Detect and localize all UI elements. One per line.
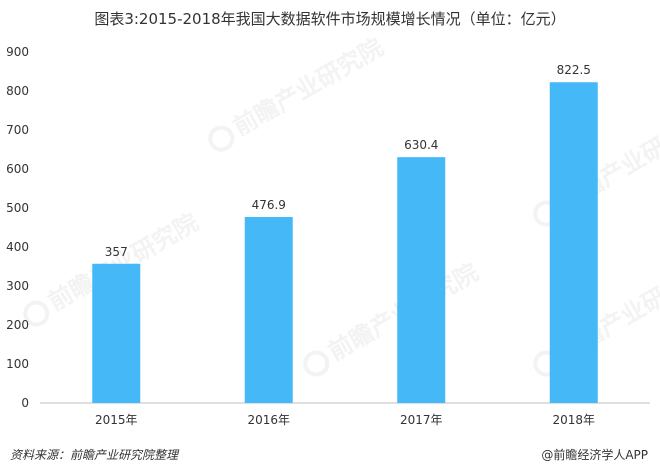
x-tick-label: 2015年 (95, 413, 138, 427)
y-tick-label: 300 (6, 279, 29, 293)
y-tick-label: 400 (6, 240, 29, 254)
bar-value-label: 630.4 (404, 138, 438, 152)
y-tick-label: 600 (6, 162, 29, 176)
y-tick-label: 900 (6, 45, 29, 59)
x-tick-label: 2018年 (552, 413, 595, 427)
bar (92, 263, 141, 403)
x-tick-label: 2017年 (400, 413, 443, 427)
y-tick-label: 500 (6, 201, 29, 215)
y-tick-label: 0 (21, 396, 29, 410)
bar-value-label: 357 (105, 245, 128, 259)
bar-value-label: 476.9 (252, 198, 286, 212)
y-tick-label: 800 (6, 84, 29, 98)
y-tick-label: 100 (6, 357, 29, 371)
y-tick-label: 700 (6, 123, 29, 137)
y-tick-label: 200 (6, 318, 29, 332)
bar (549, 82, 598, 403)
chart-title: 图表3:2015-2018年我国大数据软件市场规模增长情况（单位：亿元） (94, 10, 566, 28)
bar (244, 217, 293, 403)
bar (397, 157, 446, 403)
source-note: 资料来源：前瞻产业研究院整理 (10, 448, 179, 462)
bar-value-label: 822.5 (557, 63, 591, 77)
x-tick-label: 2016年 (247, 413, 290, 427)
brand-credit: @前瞻经济学人APP (541, 448, 648, 462)
